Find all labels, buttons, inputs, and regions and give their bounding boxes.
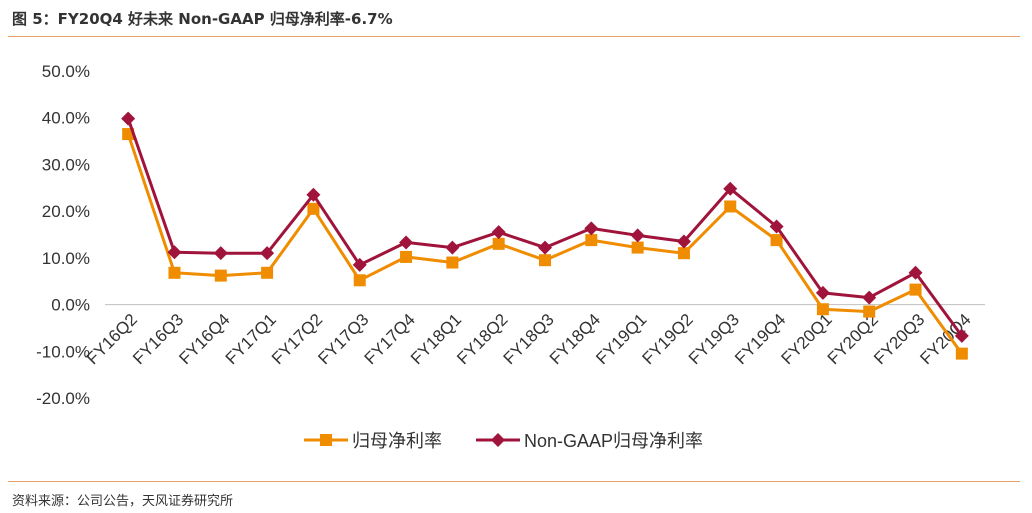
x-tick-label: FY18Q1 — [407, 310, 465, 368]
series-2-point — [306, 187, 321, 202]
legend-label-1: 归母净利率 — [352, 431, 442, 451]
series-2-point — [954, 328, 969, 343]
series-1-point — [955, 347, 968, 360]
x-tick-label: FY16Q3 — [129, 310, 187, 368]
y-tick-label: 10.0% — [42, 249, 90, 268]
series-1-point — [909, 283, 922, 296]
x-tick-label: FY17Q2 — [268, 310, 326, 368]
x-tick-label: FY18Q3 — [500, 310, 558, 368]
series-1-point — [863, 305, 876, 318]
series-1-point — [539, 254, 551, 267]
figure-header: 图 5：FY20Q4 好未来 Non-GAAP 归母净利率-6.7% — [0, 0, 1032, 37]
series-1-point — [307, 202, 320, 215]
series-2-point — [676, 234, 691, 249]
series-2-point — [399, 235, 414, 250]
series-2-point — [445, 240, 460, 255]
y-tick-label: 50.0% — [42, 62, 90, 81]
x-tick-label: FY20Q1 — [778, 310, 836, 368]
header-divider — [8, 36, 1020, 37]
legend-marker-diamond — [491, 433, 505, 447]
series-2-point — [723, 181, 738, 196]
series-2-point — [908, 265, 923, 280]
series-2-point — [862, 290, 877, 305]
series-1-point — [631, 241, 644, 254]
series-1-point — [585, 234, 598, 247]
line-chart: 50.0% 40.0% 30.0% 20.0% 10.0% 0.0% -10.0% -20.0… — [36, 62, 985, 451]
x-tick-label: FY18Q4 — [546, 310, 604, 368]
series-1-point — [677, 247, 690, 260]
x-tick-label: FY16Q4 — [175, 310, 233, 368]
series-2-point — [121, 111, 136, 126]
series-2-point — [260, 246, 275, 261]
series-1-point — [770, 234, 783, 247]
figure-title: 图 5：FY20Q4 好未来 Non-GAAP 归母净利率-6.7% — [12, 10, 393, 28]
series-2-point — [491, 225, 506, 240]
x-tick-label: FY18Q2 — [453, 310, 511, 368]
series-1-point — [816, 303, 829, 316]
series-2-point — [538, 240, 552, 255]
series-1-point — [353, 274, 366, 287]
y-tick-label: -10.0% — [36, 342, 90, 361]
source-note: 资料来源：公司公告，天风证券研究所 — [12, 494, 234, 509]
series-line-2 — [126, 118, 964, 337]
chart-area: 50.0% 40.0% 30.0% 20.0% 10.0% 0.0% -10.0% -20.0… — [0, 40, 1032, 480]
x-tick-label: FY19Q1 — [592, 310, 650, 368]
x-tick-label: FY20Q2 — [824, 310, 882, 368]
x-tick-label: FY17Q1 — [222, 310, 280, 368]
legend-marker-square — [320, 434, 332, 446]
footer-divider — [8, 481, 1020, 482]
series-2-point — [167, 245, 182, 260]
series-1-point — [261, 266, 274, 279]
x-tick-label: FY17Q3 — [314, 310, 372, 368]
y-tick-label: 40.0% — [42, 109, 90, 128]
series-1-point — [168, 266, 181, 279]
y-tick-label: 0.0% — [51, 296, 90, 315]
series-1-point — [214, 269, 227, 282]
y-tick-label: -20.0% — [36, 389, 90, 408]
series-2-point — [213, 246, 228, 261]
series-2-point — [815, 285, 830, 300]
x-tick-label: FY20Q3 — [870, 310, 928, 368]
series-2-point — [769, 219, 784, 234]
series-1-point — [446, 256, 459, 269]
x-tick-label: FY17Q4 — [361, 310, 419, 368]
series-1-point — [492, 237, 505, 250]
series-2-point — [584, 221, 599, 236]
x-tick-label: FY19Q2 — [639, 310, 697, 368]
y-tick-label: 30.0% — [42, 155, 90, 174]
legend-label-2: Non-GAAP归母净利率 — [524, 431, 703, 451]
x-tick-label: FY16Q2 — [83, 310, 141, 368]
series-2-point — [352, 257, 367, 272]
series-1-point — [724, 200, 737, 213]
x-tick-label: FY19Q4 — [731, 310, 789, 368]
series-1-point — [400, 250, 413, 263]
x-tick-label: FY19Q3 — [685, 310, 743, 368]
y-tick-label: 20.0% — [42, 202, 90, 221]
series-2-point — [630, 228, 645, 243]
